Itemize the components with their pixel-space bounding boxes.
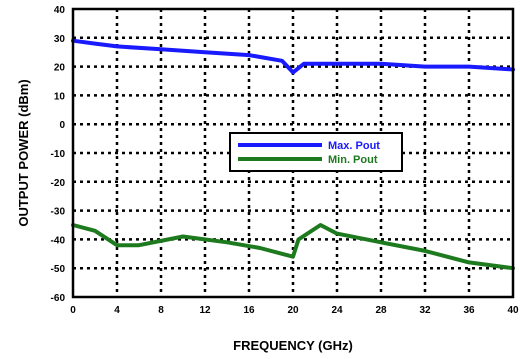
x-tick-label: 16 <box>243 305 255 316</box>
series-lines <box>71 38 515 271</box>
y-tick-label: 20 <box>54 63 66 74</box>
y-tick-label: 0 <box>59 120 65 131</box>
legend: Max. Pout Min. Pout <box>229 132 403 172</box>
x-tick-label: 8 <box>158 305 164 316</box>
y-tick-labels: 40 30 20 10 0 -10 -20 -30 -40 -50 -60 <box>51 5 66 304</box>
y-tick-label: -20 <box>51 178 66 189</box>
y-tick-label: 30 <box>54 34 66 45</box>
y-tick-label: -40 <box>51 235 66 246</box>
legend-box <box>229 132 403 172</box>
x-tick-label: 4 <box>114 305 120 316</box>
legend-label-max-pout: Max. Pout <box>328 140 380 152</box>
x-tick-label: 12 <box>199 305 211 316</box>
legend-label-min-pout: Min. Pout <box>328 154 378 166</box>
x-tick-label: 0 <box>70 305 76 316</box>
y-axis-title: OUTPUT POWER (dBm) <box>16 79 31 226</box>
x-tick-label: 32 <box>419 305 431 316</box>
y-tick-label: -10 <box>51 149 66 160</box>
x-axis-title: FREQUENCY (GHz) <box>233 338 353 353</box>
series-line-min-pout <box>71 223 515 271</box>
x-tick-label: 40 <box>507 305 519 316</box>
x-tick-label: 36 <box>463 305 475 316</box>
x-tick-labels: 0 4 8 12 16 20 24 28 32 36 40 <box>70 305 519 316</box>
y-tick-label: -30 <box>51 207 66 218</box>
y-tick-label: 40 <box>54 5 66 16</box>
y-tick-label: -50 <box>51 264 66 275</box>
x-tick-label: 20 <box>287 305 299 316</box>
y-tick-label: 10 <box>54 91 66 102</box>
x-tick-label: 28 <box>375 305 387 316</box>
y-tick-label: -60 <box>51 293 66 304</box>
series-line-max-pout <box>71 38 515 75</box>
plot-frame <box>71 7 515 299</box>
x-tick-label: 24 <box>331 305 343 316</box>
